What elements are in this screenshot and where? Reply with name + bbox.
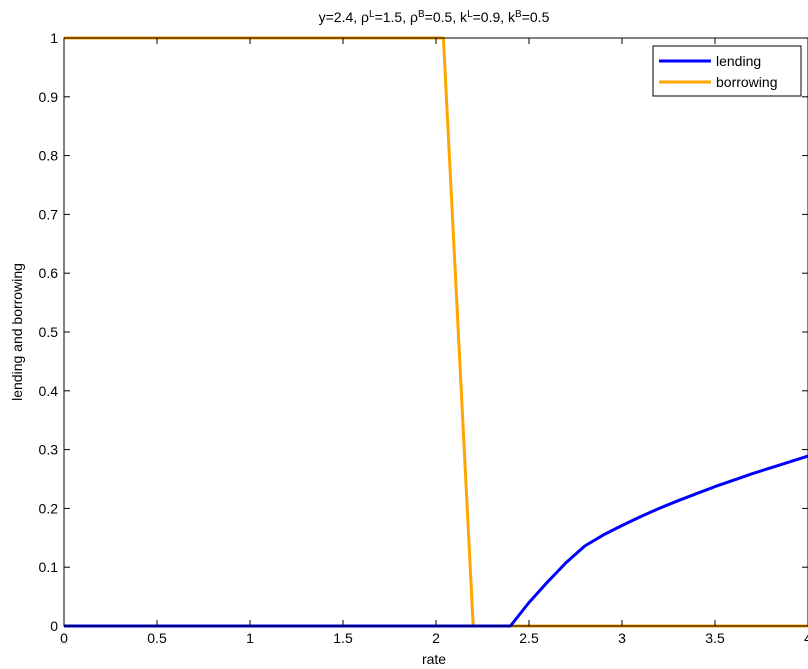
plot-area bbox=[64, 38, 808, 626]
x-axis: 0 0.5 1 1.5 2 2.5 3 3.5 4 bbox=[60, 38, 808, 646]
x-tick-label: 2 bbox=[432, 630, 440, 646]
y-axis: 0 0.1 0.2 0.3 0.4 0.5 0.6 0.7 0.8 0.9 1 bbox=[39, 30, 808, 634]
y-tick-label: 0.1 bbox=[39, 559, 59, 575]
y-tick-label: 0.6 bbox=[39, 265, 59, 281]
y-tick-label: 0.8 bbox=[39, 148, 59, 164]
legend-label-borrowing: borrowing bbox=[716, 74, 777, 90]
y-tick-label: 0.5 bbox=[39, 324, 59, 340]
y-axis-label: lending and borrowing bbox=[9, 263, 25, 401]
x-tick-label: 4 bbox=[804, 630, 808, 646]
legend: lending borrowing bbox=[652, 45, 802, 97]
legend-items: lending borrowing bbox=[659, 53, 777, 90]
x-axis-label: rate bbox=[422, 651, 446, 667]
y-tick-label: 0.3 bbox=[39, 442, 59, 458]
chart-title: y=2.4, ρL=1.5, ρB=0.5, kL=0.9, kB=0.5 bbox=[319, 9, 550, 26]
y-tick-label: 0.4 bbox=[39, 383, 59, 399]
title: y=2.4, ρL=1.5, ρB=0.5, kL=0.9, kB=0.5 bbox=[319, 9, 550, 26]
y-tick-label: 1 bbox=[50, 30, 58, 46]
legend-label-lending: lending bbox=[716, 53, 761, 69]
x-tick-label: 2.5 bbox=[519, 630, 539, 646]
y-tick-label: 0.9 bbox=[39, 89, 59, 105]
y-tick-label: 0.7 bbox=[39, 206, 59, 222]
x-tick-label: 3.5 bbox=[705, 630, 725, 646]
legend-box bbox=[652, 45, 802, 97]
x-tick-label: 1.5 bbox=[333, 630, 353, 646]
y-tick-label: 0.2 bbox=[39, 500, 59, 516]
x-tick-label: 0 bbox=[60, 630, 68, 646]
x-tick-label: 0.5 bbox=[147, 630, 167, 646]
x-tick-label: 3 bbox=[618, 630, 626, 646]
series-line-lending bbox=[64, 454, 808, 628]
x-tick-label: 1 bbox=[246, 630, 254, 646]
y-tick-label: 0 bbox=[50, 618, 58, 634]
